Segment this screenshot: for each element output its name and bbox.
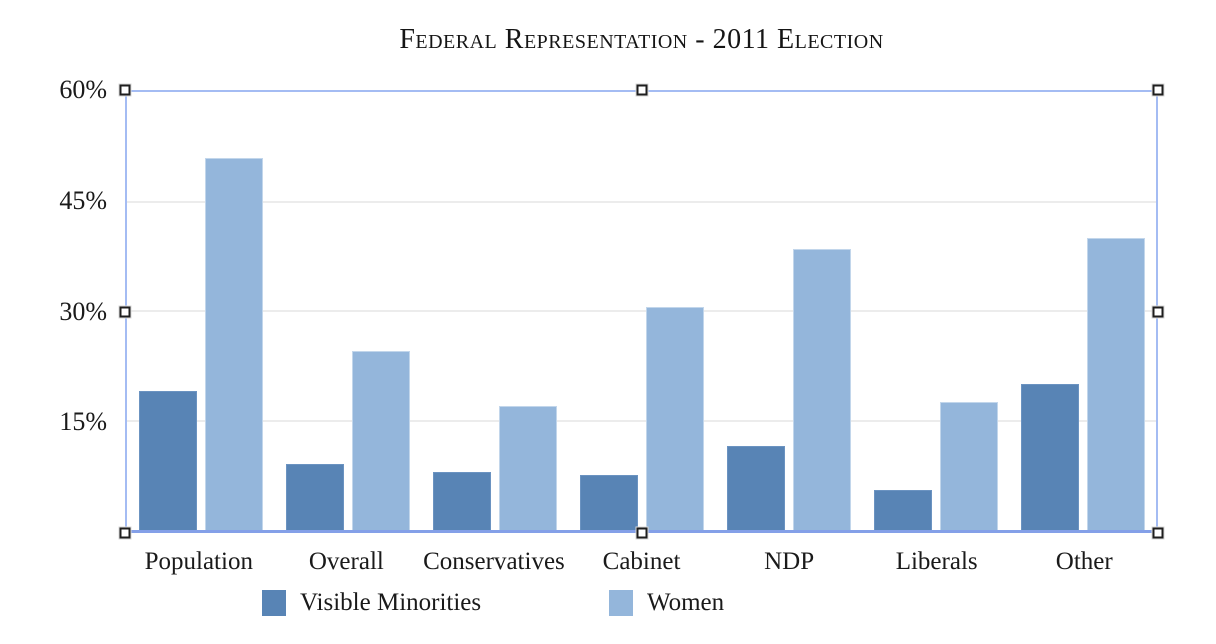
bar[interactable] bbox=[351, 351, 410, 530]
x-category-label: Overall bbox=[308, 548, 384, 575]
bar-groups bbox=[127, 92, 1156, 530]
legend-item[interactable]: Women bbox=[609, 589, 724, 617]
bar[interactable] bbox=[1086, 238, 1145, 530]
y-axis: 15% 30% 45% 60% bbox=[20, 75, 107, 533]
bar[interactable] bbox=[645, 307, 704, 530]
selection-handle-top-right[interactable] bbox=[1152, 84, 1164, 96]
gridline bbox=[127, 419, 1156, 422]
y-tick-label: 60% bbox=[59, 75, 107, 104]
x-axis: Population Overall Conservatives Cabinet NDP… bbox=[125, 548, 1158, 576]
bar-group bbox=[421, 92, 568, 530]
selection-handle-bottom-center[interactable] bbox=[636, 527, 647, 539]
gridline bbox=[127, 310, 1156, 312]
legend-swatch bbox=[262, 590, 286, 616]
legend-label: Women bbox=[647, 589, 725, 616]
y-tick-label: 30% bbox=[59, 296, 107, 326]
bar[interactable] bbox=[1020, 384, 1079, 530]
bar-group bbox=[1009, 92, 1156, 530]
selection-handle-top-left[interactable] bbox=[119, 84, 131, 96]
bar[interactable] bbox=[726, 446, 785, 530]
bar-group bbox=[127, 92, 274, 530]
x-category-label: NDP bbox=[764, 548, 815, 575]
x-category-label: Cabinet bbox=[602, 548, 681, 575]
bar[interactable] bbox=[432, 471, 491, 530]
bar-group bbox=[568, 92, 715, 530]
y-tick-label: 15% bbox=[59, 407, 107, 437]
selection-handle-middle-left[interactable] bbox=[119, 306, 131, 317]
legend-item[interactable]: Visible Minorities bbox=[262, 589, 481, 617]
selection-handle-top-center[interactable] bbox=[636, 84, 647, 96]
bar[interactable] bbox=[204, 157, 263, 530]
y-tick-label: 45% bbox=[59, 185, 107, 215]
x-category-label: Other bbox=[1055, 548, 1113, 575]
bar[interactable] bbox=[792, 248, 851, 530]
bar-group bbox=[862, 92, 1009, 530]
chart-title: Federal Representation - 2011 Election bbox=[399, 24, 884, 55]
legend-label: Visible Minorities bbox=[300, 589, 482, 616]
x-category-label: Liberals bbox=[895, 548, 978, 575]
bar[interactable] bbox=[579, 475, 638, 530]
plot-inner bbox=[127, 92, 1156, 530]
bar-group bbox=[715, 92, 862, 530]
bar[interactable] bbox=[138, 391, 197, 530]
x-category-label: Conservatives bbox=[423, 548, 565, 575]
bar[interactable] bbox=[498, 405, 557, 530]
selection-handle-bottom-right[interactable] bbox=[1152, 527, 1164, 539]
legend-swatch bbox=[609, 590, 633, 616]
chart-legend: Visible Minorities Women bbox=[0, 585, 1216, 621]
bar[interactable] bbox=[873, 489, 932, 530]
bar[interactable] bbox=[939, 402, 998, 530]
selection-handle-bottom-left[interactable] bbox=[119, 527, 131, 539]
chart-plot-area[interactable] bbox=[125, 90, 1158, 533]
selection-handle-middle-right[interactable] bbox=[1152, 306, 1164, 317]
x-category-label: Population bbox=[144, 548, 253, 575]
bar[interactable] bbox=[285, 464, 344, 530]
gridline bbox=[127, 200, 1156, 203]
bar-group bbox=[274, 92, 421, 530]
